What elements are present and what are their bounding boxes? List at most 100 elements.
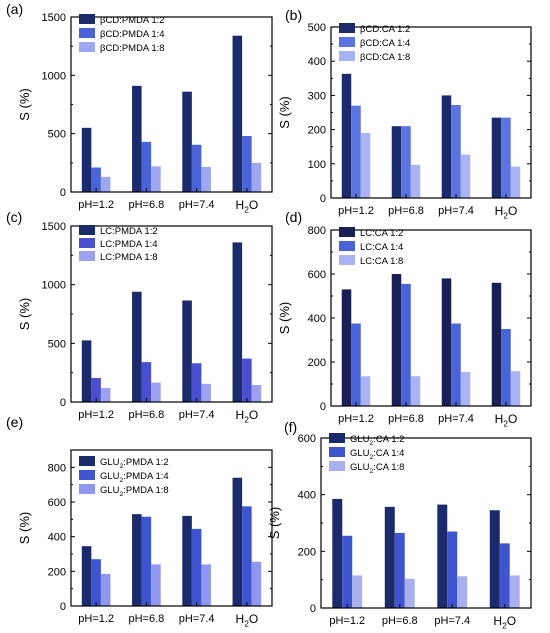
y-axis-label: S (%) bbox=[17, 298, 32, 331]
legend-label: βCD:PMDA 1:8 bbox=[100, 43, 165, 54]
x-tick-label: pH=1.2 bbox=[78, 199, 114, 211]
chart-panel: (b)0100200300400500S (%)pH=1.2 pH=6.8 pH=7… bbox=[277, 7, 531, 221]
panel-label: (e) bbox=[6, 414, 23, 430]
bar bbox=[401, 284, 411, 406]
legend-swatch bbox=[79, 251, 95, 261]
bar bbox=[385, 507, 395, 608]
legend-label: LC:CA 1:2 bbox=[360, 228, 403, 239]
y-axis-label: S (%) bbox=[277, 302, 292, 335]
bar bbox=[182, 301, 192, 402]
x-tick-label: H2O bbox=[495, 204, 518, 221]
x-tick-label: pH=6.8 bbox=[128, 613, 164, 625]
bar bbox=[342, 74, 352, 198]
bar bbox=[252, 562, 262, 606]
legend-label: GLU2:PMDA 1:8 bbox=[100, 485, 169, 498]
y-tick-label: 100 bbox=[308, 159, 326, 171]
bar bbox=[151, 564, 161, 606]
legend-swatch bbox=[79, 238, 95, 248]
bar bbox=[411, 165, 421, 198]
bar bbox=[233, 478, 243, 606]
x-tick-label: pH=1.2 bbox=[338, 205, 374, 217]
bar bbox=[142, 517, 152, 606]
bar bbox=[511, 167, 521, 198]
legend-swatch bbox=[79, 456, 95, 466]
y-tick-label: 200 bbox=[308, 125, 326, 137]
bar bbox=[392, 126, 402, 198]
bar bbox=[101, 388, 111, 402]
y-tick-label: 1000 bbox=[42, 280, 66, 292]
y-tick-label: 800 bbox=[48, 462, 66, 474]
bar bbox=[492, 283, 502, 406]
panel-label: (d) bbox=[285, 209, 302, 225]
legend-swatch bbox=[79, 28, 95, 38]
y-tick-label: 600 bbox=[308, 269, 326, 281]
y-tick-label: 400 bbox=[48, 532, 66, 544]
chart-panel: (f)0200400600S (%)pH=1.2 pH=6.8 pH=7.4 H2OG… bbox=[267, 419, 531, 631]
bar bbox=[361, 376, 371, 406]
y-tick-label: 500 bbox=[48, 129, 66, 141]
bar bbox=[242, 506, 252, 606]
bar bbox=[82, 340, 92, 402]
bar bbox=[451, 324, 461, 407]
bar bbox=[192, 145, 202, 192]
legend-swatch bbox=[329, 433, 345, 443]
chart-panel: (d) 0 200 400 600 800 S (%) pH=1.2 pH=6.8 pH=7.4 H… bbox=[277, 209, 531, 429]
legend-label: LC:PMDA 1:2 bbox=[100, 226, 158, 237]
y-tick-label: 0 bbox=[60, 601, 66, 613]
bar bbox=[490, 510, 500, 608]
legend-label: βCD:PMDA 1:2 bbox=[100, 15, 165, 26]
bar bbox=[151, 383, 161, 402]
y-tick-label: 300 bbox=[308, 90, 326, 102]
panel-label: (b) bbox=[285, 7, 302, 23]
bar bbox=[342, 536, 352, 608]
y-tick-label: 200 bbox=[298, 546, 316, 558]
chart-panel: (c) 0 500 1000 1500 S (%) pH=1.2 pH=6.8 pH=7.4 H2… bbox=[6, 209, 272, 425]
y-axis-label: S (%) bbox=[17, 512, 32, 545]
legend-swatch bbox=[79, 225, 95, 235]
bar bbox=[132, 514, 142, 606]
bar bbox=[182, 516, 192, 606]
y-tick-label: 200 bbox=[308, 357, 326, 369]
legend-swatch bbox=[339, 241, 355, 251]
bar bbox=[132, 292, 142, 402]
bar bbox=[242, 359, 252, 402]
y-tick-label: 1500 bbox=[42, 221, 66, 233]
x-tick-label: pH=6.8 bbox=[128, 199, 164, 211]
y-tick-label: 0 bbox=[60, 187, 66, 199]
bar bbox=[351, 106, 361, 198]
legend-label: GLU2:PMDA 1:2 bbox=[100, 457, 169, 470]
legend-label: LC:PMDA 1:4 bbox=[100, 239, 158, 250]
legend-swatch bbox=[329, 447, 345, 457]
bar bbox=[361, 133, 371, 198]
y-tick-label: 500 bbox=[308, 22, 326, 34]
legend-label: βCD:CA 1:2 bbox=[360, 24, 410, 35]
bar bbox=[192, 363, 202, 402]
chart-panel: (a) 0 500 1000 1500 S (%) pH=1.2 pH=6.8 pH=7.4 H2… bbox=[6, 1, 272, 215]
x-tick-label: pH=1.2 bbox=[338, 413, 374, 425]
legend-label: βCD:PMDA 1:4 bbox=[100, 29, 165, 40]
bar bbox=[395, 533, 405, 608]
bar bbox=[510, 575, 520, 608]
bar bbox=[142, 362, 152, 402]
bar bbox=[461, 155, 471, 198]
bar bbox=[182, 92, 192, 192]
x-tick-label: pH=7.4 bbox=[434, 615, 470, 627]
bar bbox=[392, 274, 402, 406]
bar bbox=[91, 559, 101, 606]
bar bbox=[252, 163, 262, 192]
y-tick-label: 0 bbox=[60, 397, 66, 409]
legend-label: GLU2:PMDA 1:4 bbox=[100, 471, 169, 484]
bar bbox=[447, 532, 457, 609]
x-tick-label: pH=7.4 bbox=[438, 413, 474, 425]
legend-swatch bbox=[79, 14, 95, 24]
bar bbox=[437, 505, 447, 608]
bar bbox=[132, 86, 142, 192]
bar bbox=[332, 499, 342, 608]
y-tick-label: 500 bbox=[48, 338, 66, 350]
x-tick-label: pH=1.2 bbox=[78, 613, 114, 625]
bar bbox=[411, 376, 421, 406]
legend-label: LC:CA 1:4 bbox=[360, 242, 403, 253]
bar bbox=[511, 371, 521, 406]
bar bbox=[233, 36, 243, 192]
